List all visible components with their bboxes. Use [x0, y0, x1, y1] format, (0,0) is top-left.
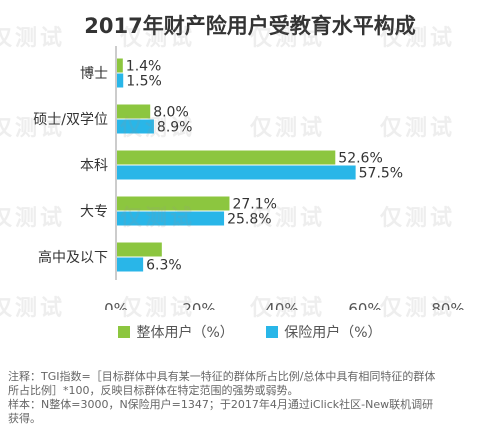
footnote-line-2: 所占比例］*100，反映目标群体在特定范围的强势或弱势。 — [8, 384, 299, 397]
data-label-insurance: 57.5% — [359, 166, 403, 182]
category-label: 本科 — [80, 158, 108, 174]
category-label: 博士 — [80, 65, 108, 82]
x-tick-label: 0% — [104, 300, 128, 310]
category-label: 硕士/双学位 — [33, 112, 108, 128]
footnote-line-4: 获得。 — [8, 412, 41, 425]
chart-title: 2017年财产险用户受教育水平构成 — [84, 14, 416, 38]
x-tick-label: 20% — [182, 300, 215, 310]
bar-overall — [117, 104, 151, 119]
data-label-insurance: 25.8% — [227, 212, 271, 228]
x-tick-label: 40% — [265, 300, 298, 310]
bar-overall — [117, 196, 230, 211]
data-label-overall: 8.0% — [153, 105, 189, 121]
legend-swatch-overall — [118, 326, 131, 338]
legend-item-overall[interactable]: 整体用户（%） — [118, 322, 234, 342]
bar-overall — [117, 242, 162, 257]
bar-overall — [117, 150, 336, 165]
legend-swatch-insurance — [266, 326, 279, 338]
data-label-overall: 1.4% — [126, 59, 162, 75]
x-tick-label: 80% — [431, 300, 464, 310]
footnote: 注释：TGI指数=［目标群体中具有某一特征的群体所占比例/总体中具有相同特征的群… — [8, 370, 494, 426]
legend-label-overall: 整体用户（%） — [136, 325, 234, 341]
data-label-insurance: 6.3% — [146, 258, 182, 274]
legend-item-insurance[interactable]: 保险用户（%） — [266, 322, 382, 342]
category-label: 高中及以下 — [38, 249, 108, 266]
legend-label-insurance: 保险用户（%） — [284, 325, 382, 341]
bar-chart: 博士 1.4%1.5% 硕士/双学位 8.0%8.9% 本科 52.6%57.5% 大专 27… — [33, 46, 465, 310]
bar-insurance — [117, 257, 144, 272]
bar-insurance — [117, 165, 356, 180]
bar-insurance — [117, 211, 225, 226]
footnote-line-1: 注释：TGI指数=［目标群体中具有某一特征的群体所占比例/总体中具有相同特征的群… — [8, 370, 436, 383]
footnote-line-3: 样本：N整体=3000，N保险用户=1347；于2017年4月通过iClick社… — [8, 398, 434, 411]
legend: 整体用户（%） 保险用户（%） — [0, 322, 500, 342]
data-label-insurance: 1.5% — [126, 74, 162, 90]
bar-insurance — [117, 119, 154, 134]
bar-insurance — [117, 73, 124, 88]
x-tick-label: 60% — [348, 300, 381, 310]
bar-overall — [117, 58, 123, 73]
data-label-overall: 27.1% — [232, 197, 276, 213]
data-label-overall: 52.6% — [338, 151, 382, 167]
data-label-insurance: 8.9% — [157, 120, 193, 136]
category-label: 大专 — [80, 204, 108, 220]
